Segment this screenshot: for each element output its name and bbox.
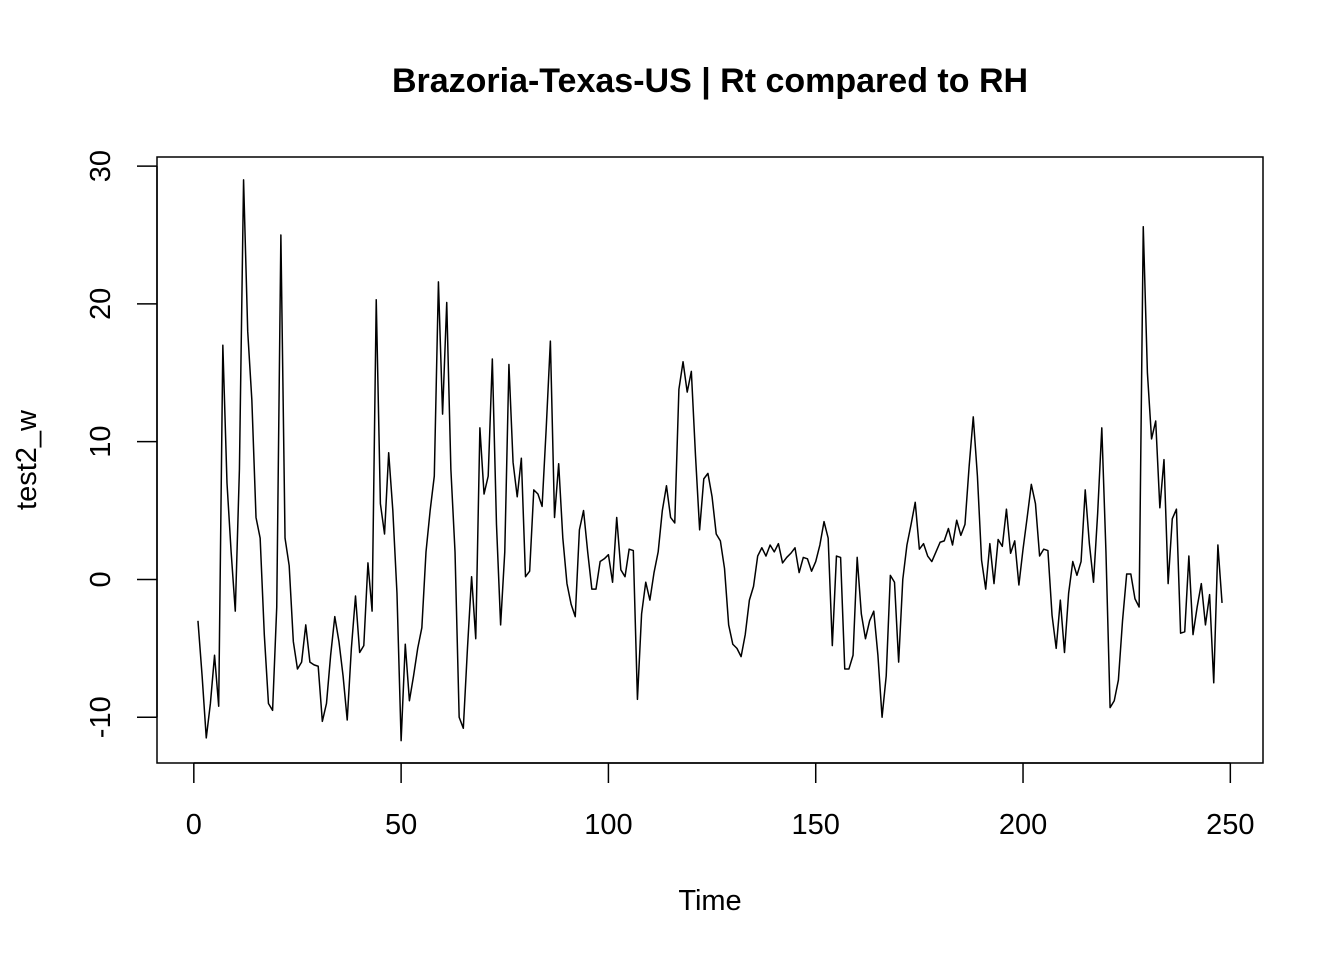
x-tick-label: 50 (385, 809, 417, 841)
x-axis-label: Time (678, 885, 741, 917)
chart-title: Brazoria-Texas-US | Rt compared to RH (392, 62, 1028, 100)
x-tick-label: 250 (1206, 809, 1254, 841)
y-tick-label: 0 (85, 571, 117, 587)
x-tick-label: 150 (792, 809, 840, 841)
y-tick-label: 30 (85, 150, 117, 182)
y-axis-label: test2_w (11, 409, 43, 510)
y-tick-label: -10 (85, 696, 117, 738)
x-tick-label: 0 (186, 809, 202, 841)
data-line (197, 179, 1223, 742)
x-tick-label: 100 (584, 809, 632, 841)
x-tick-label: 200 (999, 809, 1047, 841)
y-tick-label: 20 (85, 288, 117, 320)
y-tick-label: 10 (85, 426, 117, 458)
